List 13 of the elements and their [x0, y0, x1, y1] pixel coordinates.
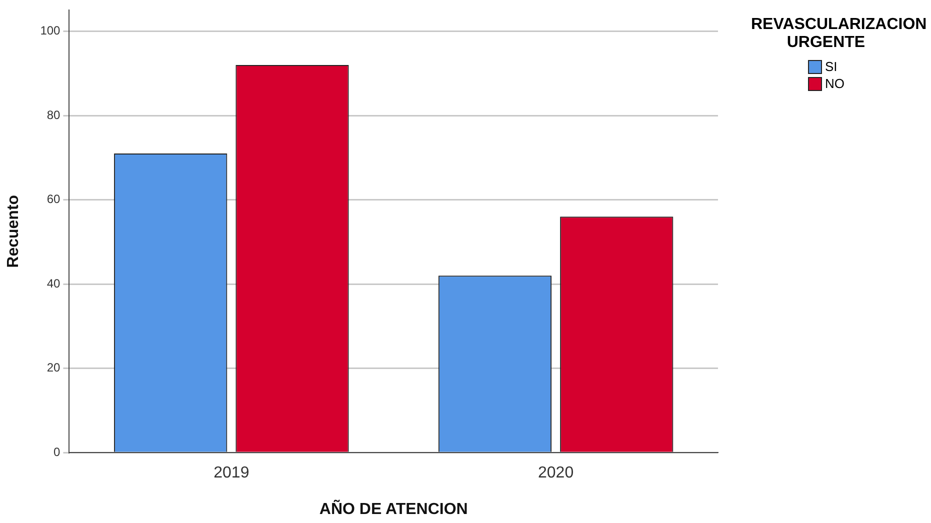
y-axis-title: Recuento [5, 194, 22, 268]
x-tick-label: 2019 [214, 464, 250, 482]
y-tick-label: 60 [46, 192, 61, 206]
y-tick-label: 80 [46, 108, 61, 122]
y-tick-label: 0 [54, 444, 61, 459]
y-tick-label: 40 [46, 276, 61, 290]
x-tick-label: 2020 [538, 464, 574, 482]
legend-title: REVASCULARIZACION URGENTE [751, 16, 927, 52]
x-axis-title: AÑO DE ATENCION [319, 498, 468, 518]
y-tick-label: 100 [40, 24, 61, 38]
y-tick-label: 20 [46, 360, 61, 375]
legend-label: SI [825, 59, 838, 74]
legend-label: NO [825, 76, 844, 91]
